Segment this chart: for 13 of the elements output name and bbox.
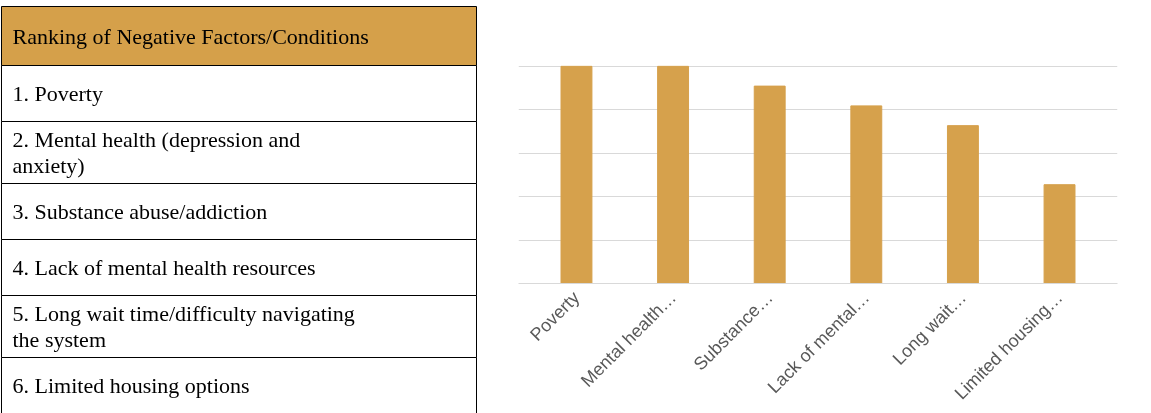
text: 6. Limited housing options xyxy=(12,373,250,398)
text: 4. Lack of mental health resources xyxy=(12,255,316,280)
bar xyxy=(753,85,786,284)
text: 2. Mental health (depression and anxiety) xyxy=(12,127,301,178)
bar xyxy=(850,105,883,284)
text: 1. Poverty xyxy=(12,81,103,106)
text: 3. Substance abuse/addiction xyxy=(12,199,268,224)
bar xyxy=(657,65,690,284)
text: Ranking of Negative Factors/Conditions xyxy=(12,23,369,49)
bar xyxy=(1043,184,1076,284)
bar xyxy=(946,125,979,284)
text: 5. Long wait time/difficulty navigating the system xyxy=(12,301,355,352)
bar xyxy=(560,65,593,284)
